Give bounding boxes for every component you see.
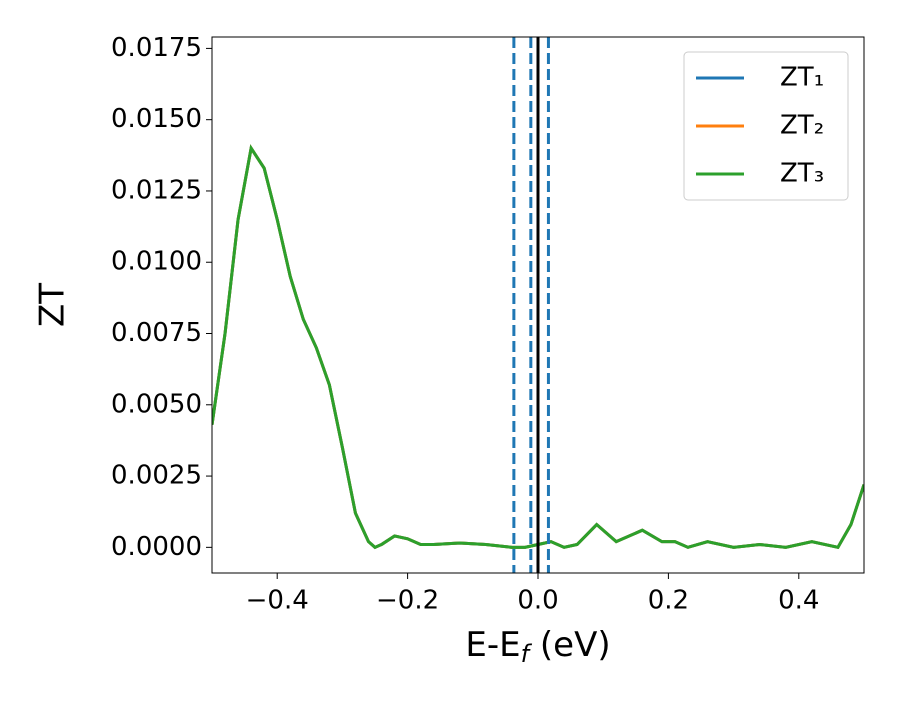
y-tick-label: 0.0075 (111, 318, 202, 348)
legend-label: ZT₁ (780, 63, 824, 93)
y-tick-label: 0.0175 (111, 33, 202, 63)
x-label-main: E-E (465, 625, 520, 665)
x-axis-label: E-Ef (eV) (465, 625, 610, 669)
legend-label: ZT₃ (780, 159, 824, 189)
data-line (212, 144, 864, 550)
y-tick-label: 0.0100 (111, 247, 202, 277)
y-axis-label: ZT (33, 283, 73, 327)
x-tick-label: 0.0 (517, 586, 558, 616)
x-tick-label: −0.4 (246, 586, 309, 616)
y-tick-label: 0.0000 (111, 532, 202, 562)
x-label-unit: (eV) (529, 625, 611, 665)
y-tick-label: 0.0150 (111, 104, 202, 134)
x-tick-label: −0.2 (376, 586, 439, 616)
legend-label: ZT₂ (780, 111, 824, 141)
y-tick-label: 0.0050 (111, 389, 202, 419)
y-tick-label: 0.0125 (111, 175, 202, 205)
legend-box (683, 51, 849, 201)
x-tick-label: 0.2 (648, 586, 689, 616)
y-tick-label: 0.0025 (111, 461, 202, 491)
plot-frame (211, 36, 865, 574)
x-tick-label: 0.4 (778, 586, 819, 616)
